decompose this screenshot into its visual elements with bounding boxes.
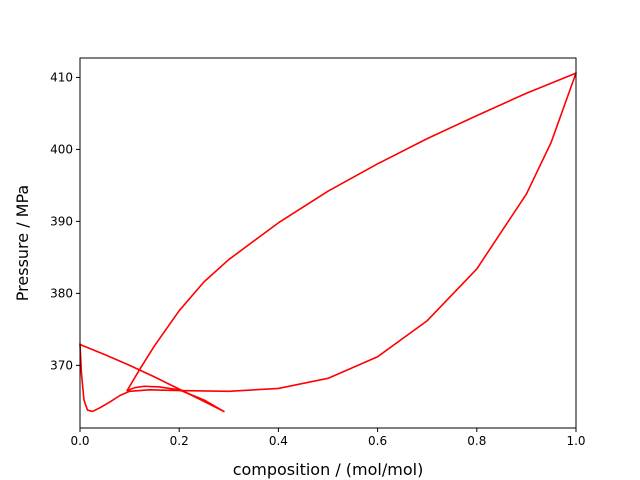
- series-line-4: [126, 72, 577, 392]
- series-layer: [79, 72, 577, 413]
- series-line-2: [79, 343, 225, 413]
- x-tick-label: 0.8: [467, 434, 486, 448]
- y-tick-label: 400: [50, 142, 73, 156]
- x-axis-title: composition / (mol/mol): [233, 460, 424, 479]
- x-tick-label: 1.0: [566, 434, 585, 448]
- y-axis-title: Pressure / MPa: [13, 185, 32, 301]
- y-axis-ticks: 370 380 390 400 410: [50, 70, 80, 372]
- y-tick-label: 390: [50, 214, 73, 228]
- x-tick-label: 0.6: [368, 434, 387, 448]
- x-tick-label: 0.0: [70, 434, 89, 448]
- y-tick-label: 380: [50, 286, 73, 300]
- y-tick-label: 410: [50, 70, 73, 84]
- plot-frame: [79, 57, 577, 429]
- x-axis-ticks: 0.0 0.2 0.4 0.6 0.8 1.0: [70, 428, 586, 448]
- series-line-1: [79, 72, 577, 413]
- x-tick-label: 0.2: [170, 434, 189, 448]
- y-tick-label: 370: [50, 358, 73, 372]
- series-line-3: [126, 385, 225, 413]
- x-tick-label: 0.4: [269, 434, 288, 448]
